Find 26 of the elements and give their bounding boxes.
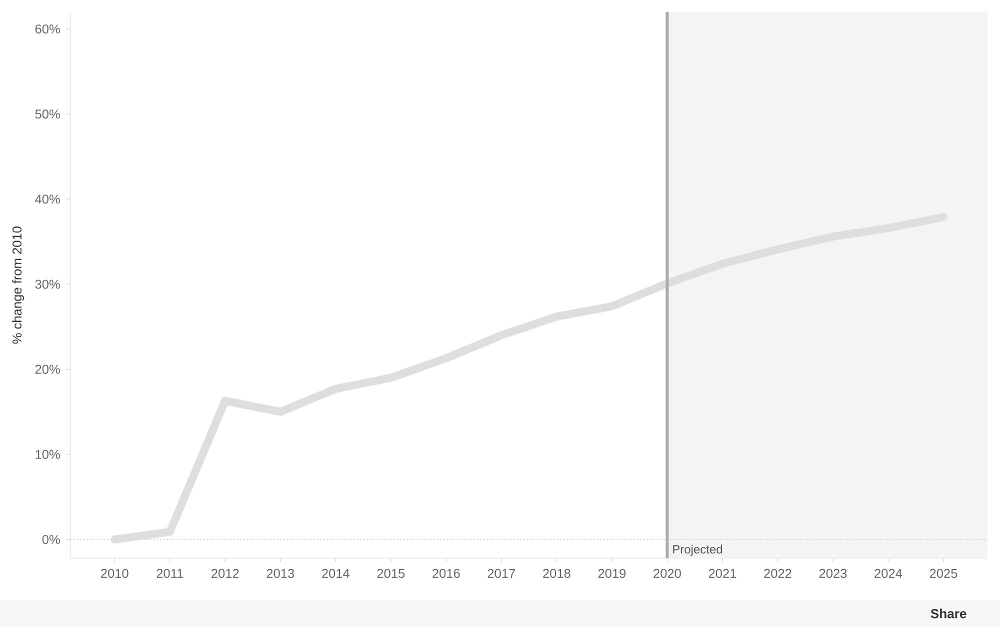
y-axis-title: % change from 2010	[12, 226, 24, 344]
x-tick-label: 2014	[322, 568, 350, 578]
y-tick-label: 10%	[36, 450, 60, 459]
y-tick-label: 0%	[42, 534, 60, 544]
x-tick-label: 2018	[543, 568, 570, 578]
y-tick-label: 20%	[35, 364, 60, 374]
x-tick-label: 2010	[101, 568, 128, 578]
x-tick-label: 2013	[266, 568, 294, 578]
x-tick-label: 2025	[930, 568, 958, 578]
x-tick-label: 2023	[819, 568, 847, 578]
x-tick-label: 2011	[156, 568, 183, 578]
x-tick-label: 2020	[654, 568, 681, 578]
x-tick-label: 2022	[764, 568, 792, 578]
x-tick-label: 2016	[432, 568, 460, 578]
x-tick-label: 2012	[212, 568, 239, 578]
text: Share	[930, 608, 966, 618]
y-tick-label: 30%	[35, 280, 60, 289]
y-tick-label: 60%	[35, 24, 60, 34]
y-tick-label: 40%	[35, 194, 60, 204]
ref-line-label: Projected	[673, 544, 722, 556]
y-tick-label: 50%	[35, 110, 60, 119]
x-tick-label: 2015	[377, 568, 405, 578]
x-tick-label: 2019	[598, 568, 626, 578]
x-tick-label: 2017	[488, 568, 516, 578]
x-tick-label: 2021	[708, 568, 736, 578]
x-tick-label: 2024	[874, 568, 902, 578]
